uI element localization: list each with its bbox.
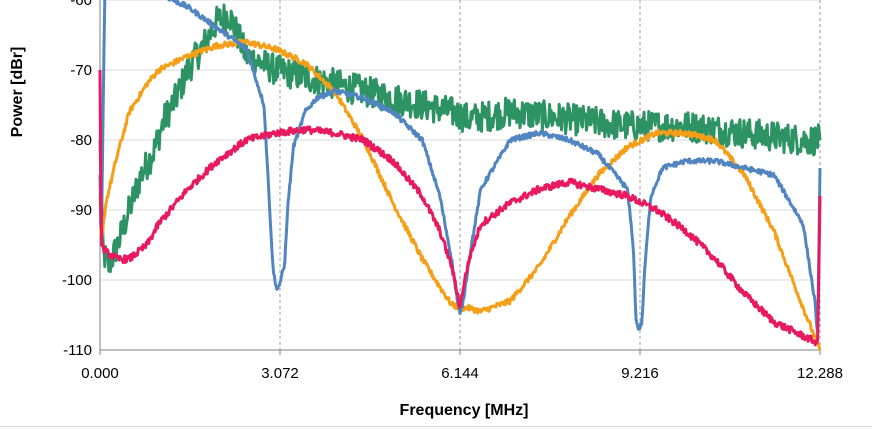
y-tick-label: -100 (62, 272, 92, 289)
x-tick-label: 9.216 (621, 365, 659, 382)
y-axis-title: Power [dBr] (9, 47, 26, 138)
y-tick-label: -60 (70, 0, 92, 9)
x-axis-title: Frequency [MHz] (400, 402, 529, 419)
x-tick-labels: 0.000 3.072 6.144 9.216 12.288 (81, 365, 843, 382)
bottom-divider (0, 426, 872, 427)
x-tick-label: 0.000 (81, 365, 119, 382)
series-lines (98, 0, 822, 351)
x-tick-label: 6.144 (441, 365, 479, 382)
series-line-3 (98, 0, 822, 334)
y-tick-label: -90 (70, 202, 92, 219)
y-tick-label: -70 (70, 62, 92, 79)
x-tick-label: 3.072 (261, 365, 299, 382)
y-tick-label: -80 (70, 132, 92, 149)
series-line-1 (98, 3, 822, 274)
y-tick-labels: -60 -70 -80 -90 -100 -110 (62, 0, 92, 359)
y-tick-label: -110 (63, 342, 92, 359)
x-tick-label: 12.288 (797, 365, 843, 382)
series-line-4 (98, 69, 822, 347)
